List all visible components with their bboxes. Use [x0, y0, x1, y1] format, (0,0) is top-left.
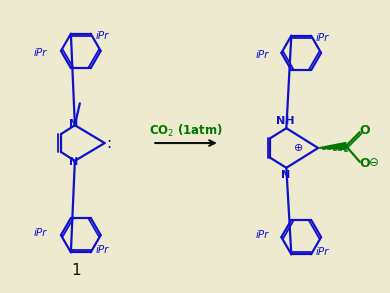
- Text: CO$_2$ (1atm): CO$_2$ (1atm): [149, 123, 223, 139]
- Text: iPr: iPr: [34, 48, 47, 58]
- Text: ⊕: ⊕: [294, 143, 303, 153]
- Text: iPr: iPr: [96, 245, 109, 255]
- Text: N: N: [69, 119, 78, 129]
- Text: O: O: [360, 124, 370, 137]
- Text: ⊖: ⊖: [369, 156, 379, 169]
- Text: iPr: iPr: [96, 31, 109, 41]
- Text: :: :: [106, 136, 111, 151]
- Text: iPr: iPr: [256, 50, 269, 60]
- Text: iPr: iPr: [316, 33, 330, 43]
- Text: O: O: [360, 157, 370, 170]
- Text: 1: 1: [71, 263, 81, 278]
- Text: iPr: iPr: [316, 247, 330, 257]
- Text: N: N: [281, 170, 290, 180]
- Text: N: N: [69, 157, 78, 167]
- Text: iPr: iPr: [256, 230, 269, 240]
- Polygon shape: [318, 143, 346, 149]
- Text: NH: NH: [276, 116, 294, 126]
- Text: iPr: iPr: [34, 228, 47, 238]
